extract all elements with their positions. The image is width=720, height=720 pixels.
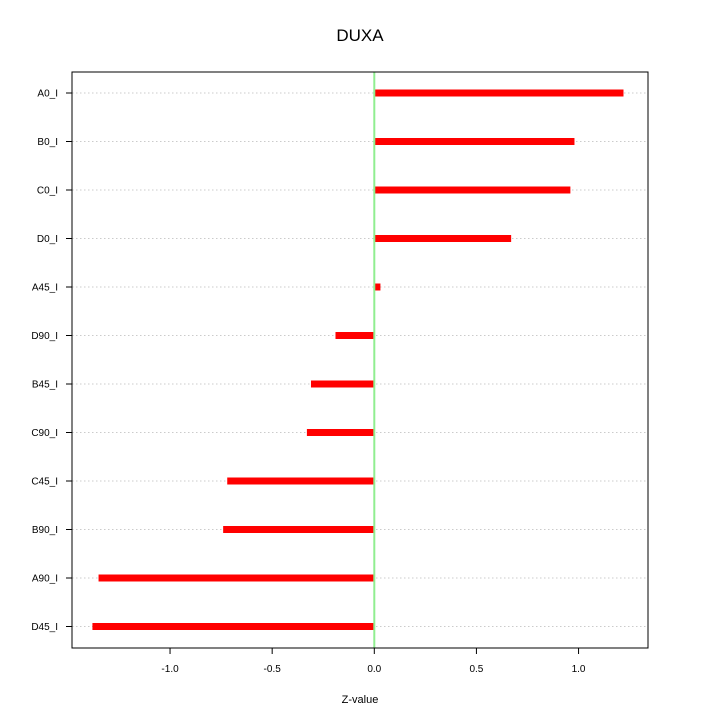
bar-B45_I: [310, 380, 375, 388]
y-tick-label: D90_I: [31, 331, 58, 342]
plot-frame: [71, 71, 649, 649]
y-tick-label: A90_I: [32, 574, 58, 585]
bar-A45_I: [374, 283, 381, 291]
bar-B0_I: [374, 138, 575, 145]
bar-C0_I: [374, 186, 571, 194]
y-tick-label: B90_I: [32, 525, 58, 536]
bar-C90_I: [306, 429, 375, 436]
y-tick-label: D0_I: [37, 234, 58, 245]
bar-D90_I: [335, 332, 375, 339]
y-tick-label: C90_I: [31, 428, 58, 439]
x-axis-label: Z-value: [342, 694, 379, 706]
y-tick-label: D45_I: [31, 622, 58, 633]
x-tick-label: -1.0: [161, 664, 179, 675]
x-tick-label: 0.5: [469, 664, 483, 675]
bar-B90_I: [223, 526, 375, 533]
x-axis: -1.0 -0.5 0.0 0.5 1.0: [161, 648, 586, 675]
bar-D45_I: [92, 623, 375, 630]
bar-A90_I: [98, 574, 375, 582]
y-tick-label: A0_I: [37, 89, 58, 100]
bar-D0_I: [374, 235, 512, 242]
grid-lines: [72, 92, 648, 627]
y-axis: A0_I B0_I C0_I D0_I A45_I D90_I B45_I C90_I C45_…: [31, 89, 72, 633]
y-tick-label: B45_I: [32, 380, 58, 391]
bars: [92, 89, 624, 630]
bar-C45_I: [227, 477, 375, 485]
y-tick-label: A45_I: [32, 283, 58, 294]
x-tick-label: -0.5: [264, 664, 282, 675]
y-tick-label: C0_I: [37, 186, 58, 197]
y-tick-label: C45_I: [31, 477, 58, 488]
bar-A0_I: [374, 89, 624, 97]
x-tick-label: 0.0: [367, 664, 381, 675]
chart-title: DUXA: [336, 26, 384, 45]
y-tick-label: B0_I: [37, 137, 58, 148]
x-tick-label: 1.0: [572, 664, 586, 675]
